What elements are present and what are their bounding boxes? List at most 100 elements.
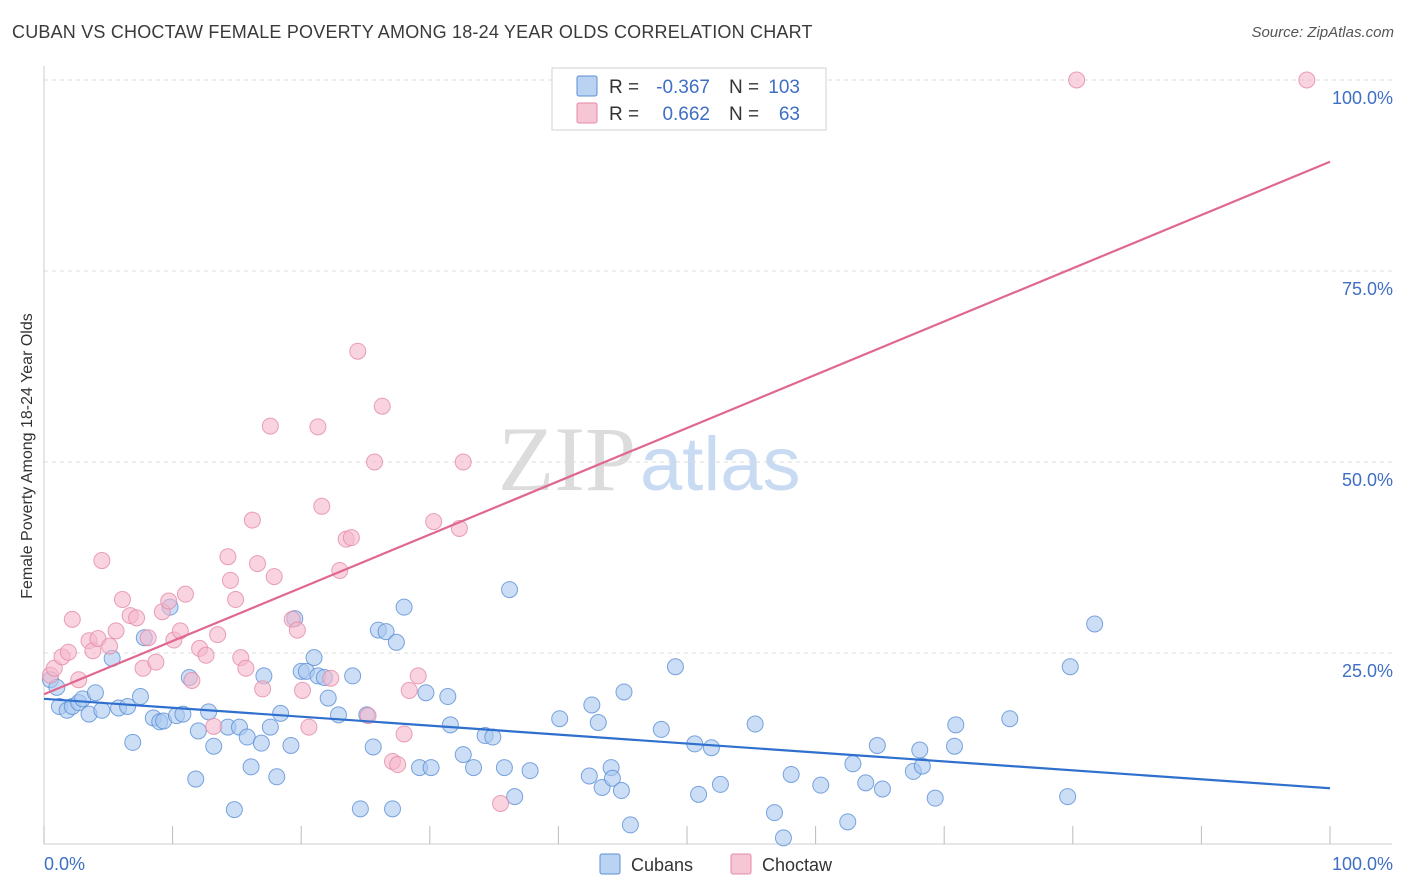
cubans-point [261,718,279,736]
cubans-point [124,733,142,751]
stats-legend: R = -0.367 N = 103 R = 0.662 N = 63 [551,67,827,131]
tick-labels: 25.0% 50.0% 75.0% 100.0% 0.0% 100.0% [44,88,1393,874]
choctaw-point [359,707,377,725]
cubans-point [945,737,963,755]
watermark-atlas: atlas [640,422,801,507]
cubans-point [711,775,729,793]
cubans-point [521,762,539,780]
cubans-point [1086,615,1104,633]
choctaw-point [147,653,165,671]
cubans-point [441,716,459,734]
cubans-point [387,633,405,651]
cubans-point [495,759,513,777]
cubans-point [782,765,800,783]
choctaw-point [492,795,510,813]
cubans-point [926,789,944,807]
cubans-point [364,738,382,756]
choctaw-trend-line [43,160,1331,696]
choctaw-point [349,342,367,360]
choctaw-point [313,497,331,515]
cubans-point [746,715,764,733]
cubans-point [187,770,205,788]
cubans-point [868,736,886,754]
choctaw-point [219,548,237,566]
legend-cubans-label: Cubans [631,855,693,875]
choctaw-point [373,397,391,415]
cubans-point [765,804,783,822]
choctaw-point [176,585,194,603]
legend-choctaw-swatch-icon [730,853,752,875]
y-tick-label: 50.0% [1342,470,1393,490]
cubans-point [913,757,931,775]
x-tick-label-min: 0.0% [44,854,85,874]
choctaw-point [288,621,306,639]
choctaw-point [205,717,223,735]
choctaw-point [227,591,245,609]
cubans-point [242,758,260,776]
cubans-point [93,701,111,719]
choctaw-point [1068,71,1086,89]
cubans-point [351,800,369,818]
choctaw-point [293,681,311,699]
cubans-n-value: 103 [768,77,800,98]
choctaw-point [63,610,81,628]
choctaw-point [425,513,443,531]
cubans-point [395,598,413,616]
cubans-point [873,780,891,798]
cubans-point [454,746,472,764]
choctaw-point [366,453,384,471]
cubans-point [911,741,929,759]
trend-lines [43,160,1331,790]
cubans-point [268,768,286,786]
choctaw-point [183,672,201,690]
choctaw-point [128,609,146,627]
axes [43,66,1392,845]
choctaw-swatch-icon [576,102,598,124]
cubans-point [666,658,684,676]
choctaw-point [113,591,131,609]
choctaw-point [59,643,77,661]
choctaw-point [400,681,418,699]
cubans-point [131,688,149,706]
choctaw-point [409,667,427,685]
cubans-point [439,688,457,706]
cubans-point [272,704,290,722]
cubans-point [583,696,601,714]
x-tick-label-max: 100.0% [1332,854,1393,874]
series-cubans-points [41,581,1104,847]
cubans-point [86,684,104,702]
cubans-point [252,734,270,752]
cubans-point [384,800,402,818]
cubans-point [119,697,137,715]
choctaw-point [395,725,413,743]
choctaw-point [254,680,272,698]
cubans-point [501,581,519,599]
source-credit: Source: ZipAtlas.com [1251,24,1394,41]
y-tick-label: 75.0% [1342,279,1393,299]
series-choctaw-points [41,71,1316,813]
cubans-point [200,703,218,721]
cubans-point [690,785,708,803]
cubans-point [615,683,633,701]
choctaw-point [160,592,178,610]
cubans-point [377,623,395,641]
cubans-r-value: -0.367 [656,77,710,98]
y-tick-label: 25.0% [1342,661,1393,681]
cubans-n-label: N = [729,77,759,98]
choctaw-n-label: N = [729,104,759,125]
cubans-point [1061,658,1079,676]
choctaw-point [309,418,327,436]
choctaw-point [454,453,472,471]
choctaw-point [261,417,279,435]
chart-title: CUBAN VS CHOCTAW FEMALE POVERTY AMONG 18… [12,22,813,42]
cubans-point [652,720,670,738]
cubans-point [774,829,792,847]
cubans-trend-line [43,697,1331,790]
cubans-point [189,722,207,740]
cubans-point [1059,788,1077,806]
cubans-r-label: R = [609,77,639,98]
cubans-point [702,739,720,757]
cubans-point [947,716,965,734]
choctaw-r-label: R = [609,104,639,125]
stats-legend-box [551,67,827,131]
